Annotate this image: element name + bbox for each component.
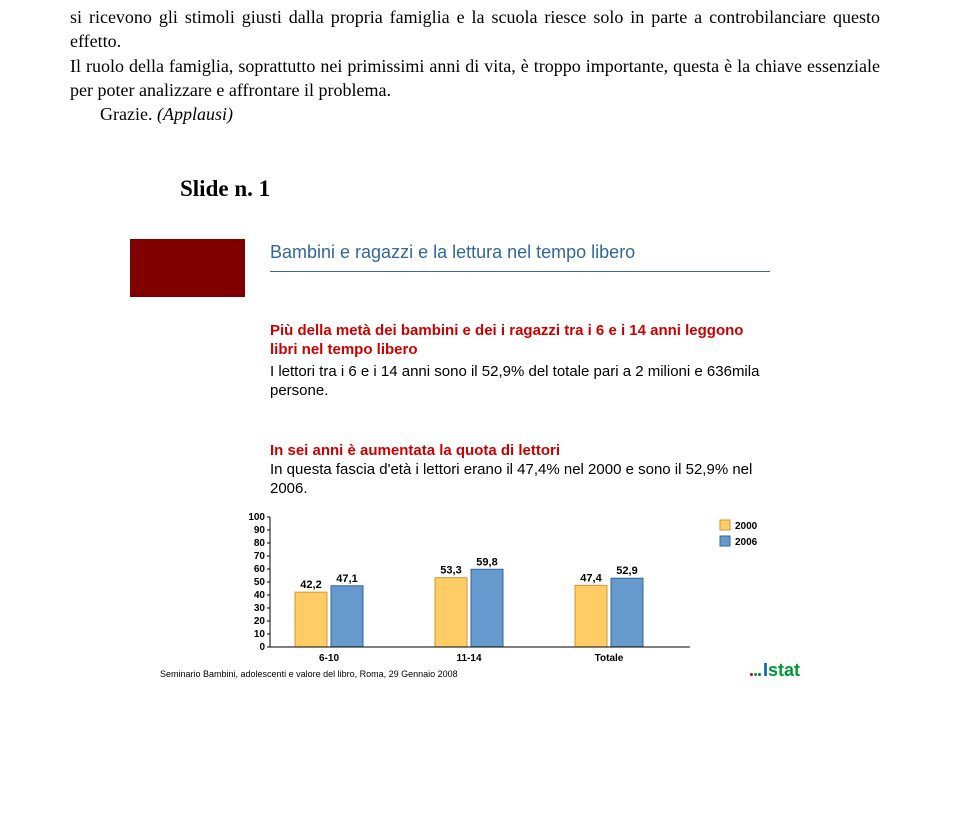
- svg-text:60: 60: [254, 564, 266, 575]
- slide-frame: Bambini e ragazzi e la lettura nel tempo…: [130, 217, 830, 687]
- svg-text:100: 100: [248, 512, 265, 523]
- slide-footer: Seminario Bambini, adolescenti e valore …: [160, 669, 458, 679]
- heading-rule: [270, 271, 770, 272]
- highlight-text-2: In sei anni è aumentata la quota di lett…: [270, 442, 770, 461]
- svg-text:50: 50: [254, 577, 266, 588]
- body-text-1: I lettori tra i 6 e i 14 anni sono il 52…: [270, 363, 790, 401]
- svg-text:6-10: 6-10: [319, 653, 339, 664]
- svg-text:2000: 2000: [735, 521, 758, 532]
- svg-text:40: 40: [254, 590, 266, 601]
- svg-text:2006: 2006: [735, 537, 758, 548]
- bar-chart: 0 10 20 30 40 50 60 70 80 90 100 42,2 47,1 6-10 53,3 59…: [240, 512, 800, 672]
- body-text: si ricevono gli stimoli giusti dalla pro…: [0, 0, 960, 136]
- svg-text:47,1: 47,1: [336, 573, 357, 585]
- svg-text:53,3: 53,3: [440, 565, 461, 577]
- paragraph-3: Grazie. (Applausi): [70, 104, 233, 124]
- svg-text:0: 0: [259, 642, 265, 653]
- svg-text:59,8: 59,8: [476, 557, 497, 569]
- slide-heading: Bambini e ragazzi e la lettura nel tempo…: [270, 242, 635, 263]
- svg-text:11-14: 11-14: [456, 653, 481, 664]
- svg-text:70: 70: [254, 551, 266, 562]
- slide-number-title: Slide n. 1: [0, 136, 960, 217]
- paragraph-1: si ricevono gli stimoli giusti dalla pro…: [70, 7, 880, 51]
- svg-text:20: 20: [254, 616, 266, 627]
- paragraph-2: Il ruolo della famiglia, soprattutto nei…: [70, 56, 880, 100]
- svg-text:42,2: 42,2: [300, 580, 321, 592]
- svg-text:10: 10: [254, 629, 266, 640]
- svg-text:30: 30: [254, 603, 266, 614]
- body-text-2: In questa fascia d'età i lettori erano i…: [270, 461, 790, 499]
- svg-text:Totale: Totale: [595, 653, 624, 664]
- svg-text:52,9: 52,9: [616, 566, 637, 578]
- svg-text:47,4: 47,4: [580, 573, 602, 585]
- istat-logo: Istat: [750, 660, 800, 682]
- highlight-text-1: Più della metà dei bambini e dei i ragaz…: [270, 322, 770, 360]
- svg-text:90: 90: [254, 525, 266, 536]
- accent-block: [130, 239, 245, 297]
- svg-text:80: 80: [254, 538, 266, 549]
